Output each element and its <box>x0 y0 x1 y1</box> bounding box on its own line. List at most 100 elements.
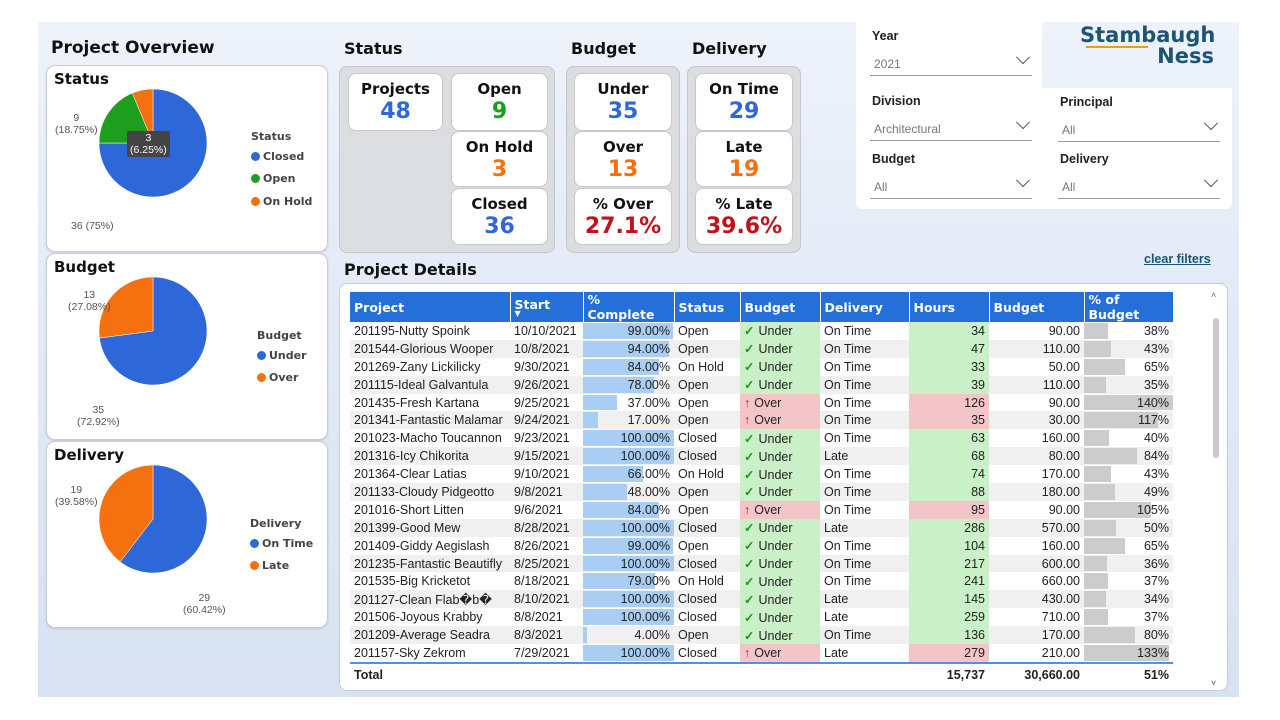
table-row[interactable]: 201316-Icy Chikorita 9/15/2021 100.00% Clos… <box>350 447 1173 466</box>
cell-budget-amount: 90.00 <box>1048 323 1080 338</box>
legend-under[interactable]: Under <box>257 349 307 362</box>
cell-budget-status: ↑ Over <box>740 644 820 663</box>
principal-dropdown[interactable]: All <box>1058 116 1220 142</box>
table-row[interactable]: 201157-Sky Zekrom 7/29/2021 100.00% Closed ↑… <box>350 644 1173 663</box>
legend-on-time[interactable]: On Time <box>250 537 313 550</box>
table-row[interactable]: 201341-Fantastic Malamar 9/24/2021 17.00% O… <box>350 411 1173 430</box>
year-filter-label: Year <box>872 29 899 43</box>
cell-budget-amount: 660.00 <box>1041 574 1080 589</box>
budget-filter-label: Budget <box>872 152 916 166</box>
cell-start: 9/10/2021 <box>514 467 570 482</box>
col-delivery[interactable]: Delivery <box>820 292 910 322</box>
cell-start: 8/10/2021 <box>510 590 583 609</box>
on-hold-label: On Hold <box>465 138 534 156</box>
pct-complete-bar <box>583 340 669 357</box>
legend-on-hold[interactable]: On Hold <box>251 195 312 208</box>
table-row[interactable]: 201235-Fantastic Beautifly 8/25/2021 100.0… <box>350 554 1173 573</box>
on-hold-card: On Hold 3 <box>451 131 548 187</box>
table-row[interactable]: 201535-Big Kricketot 8/18/2021 79.00% On Ho… <box>350 572 1173 591</box>
table-row[interactable]: 201195-Nutty Spoink 10/10/2021 99.00% Open ✓… <box>350 322 1173 340</box>
col-status[interactable]: Status <box>674 292 741 322</box>
division-dropdown[interactable]: Architectural <box>870 115 1032 141</box>
pie-slice-on-time[interactable] <box>119 464 208 574</box>
table-row[interactable]: 201127-Clean Flab�b� 8/10/2021 100.00% Clos… <box>350 590 1173 609</box>
col-project[interactable]: Project <box>350 292 511 322</box>
check-icon: ✓ <box>744 628 755 643</box>
cell-pct-of-budget: 37% <box>1084 608 1173 626</box>
pie-slice-open[interactable] <box>98 92 154 144</box>
cell-budget-status: ↑ Over <box>740 411 820 430</box>
cell-delivery: On Time <box>820 375 909 394</box>
cell-budget-amount: 30.00 <box>989 411 1084 430</box>
col-hours[interactable]: Hours <box>909 292 990 322</box>
cell-start: 8/25/2021 <box>510 554 583 573</box>
pie-slice-late[interactable] <box>98 464 154 563</box>
pct-of-budget-bar <box>1084 376 1107 393</box>
pct-of-budget-bar <box>1084 412 1159 429</box>
pct-complete-bar <box>583 448 674 465</box>
table-row[interactable]: 201435-Fresh Kartana 9/25/2021 37.00% Open ↑… <box>350 393 1173 412</box>
cell-start: 9/15/2021 <box>510 447 583 466</box>
table-row[interactable]: 201209-Average Seadra 8/3/2021 4.00% Open ✓ U… <box>350 626 1173 645</box>
open-value: 9 <box>491 99 508 124</box>
scroll-thumb[interactable] <box>1213 318 1219 458</box>
scroll-up-icon[interactable]: ˄ <box>1211 290 1217 300</box>
principal-filter-label: Principal <box>1060 95 1113 109</box>
cell-delivery: On Time <box>824 538 872 553</box>
table-row[interactable]: 201133-Cloudy Pidgeotto 9/8/2021 48.00% Ope… <box>350 483 1173 501</box>
cell-budget-amount: 110.00 <box>989 375 1084 394</box>
cell-project: 201364-Clear Latias <box>354 467 467 482</box>
cell-pct-of-budget: 105% <box>1084 501 1173 519</box>
cell-start: 10/10/2021 <box>514 323 577 338</box>
table-row[interactable]: 201544-Glorious Wooper 10/8/2021 94.00% Ope… <box>350 339 1173 358</box>
pct-of-budget-bar <box>1084 555 1107 572</box>
col-pct-complete[interactable]: % Complete <box>583 292 675 322</box>
legend-late[interactable]: Late <box>250 559 289 572</box>
cell-status: Closed <box>678 431 717 446</box>
cell-pct-complete: 100.00% <box>583 447 674 466</box>
table-row[interactable]: 201023-Macho Toucannon 9/23/2021 100.00% Cl… <box>350 429 1173 448</box>
pct-of-budget-bar <box>1084 609 1108 626</box>
pct-of-budget-bar <box>1084 448 1138 465</box>
table-row[interactable]: 201399-Good Mew 8/28/2021 100.00% Closed ✓ Un… <box>350 518 1173 537</box>
chevron-down-icon <box>1203 173 1219 188</box>
legend-over[interactable]: Over <box>257 371 298 384</box>
pie-slice-on-hold[interactable] <box>132 88 154 144</box>
pct-complete-bar <box>583 412 599 429</box>
col-budget-status[interactable]: Budget <box>740 292 821 322</box>
col-start[interactable]: Start ▼ <box>510 292 584 322</box>
table-scrollbar[interactable]: ˄ ˅ <box>1211 290 1221 688</box>
table-row[interactable]: 201115-Ideal Galvantula 9/26/2021 78.00% Op… <box>350 375 1173 394</box>
legend-open[interactable]: Open <box>251 172 296 185</box>
pie-slice-over[interactable] <box>98 276 154 339</box>
cell-project: 201209-Average Seadra <box>350 626 510 645</box>
table-row[interactable]: 201506-Joyous Krabby 8/8/2021 100.00% Close… <box>350 608 1173 627</box>
year-dropdown[interactable]: 2021 <box>870 50 1032 76</box>
budget-dropdown[interactable]: All <box>870 173 1032 199</box>
cell-hours: 47 <box>909 339 989 358</box>
legend-closed[interactable]: Closed <box>251 150 304 163</box>
cell-budget-status: ↑ Over <box>740 500 820 519</box>
table-header-row: Project Start ▼ % Complete Status Budget … <box>350 292 1174 322</box>
delivery-dropdown[interactable]: All <box>1058 173 1220 199</box>
cell-hours: 33 <box>909 357 989 376</box>
delivery-pie-chart <box>98 464 208 574</box>
closed-label: Closed <box>471 195 528 213</box>
table-row[interactable]: 201016-Short Litten 9/6/2021 84.00% Open ↑ Ov… <box>350 500 1173 519</box>
clear-filters-link[interactable]: clear filters <box>1144 252 1211 266</box>
pct-of-budget-bar <box>1084 466 1112 483</box>
check-icon: ✓ <box>744 342 755 357</box>
cell-status: Closed <box>678 610 717 625</box>
cell-status: On Hold <box>678 574 724 589</box>
table-row[interactable]: 201269-Zany Lickilicky 9/30/2021 84.00% On … <box>350 357 1173 376</box>
pct-over-value: 27.1% <box>584 214 662 239</box>
table-row[interactable]: 201364-Clear Latias 9/10/2021 66.00% On Hol… <box>350 465 1173 484</box>
table-row[interactable]: 201409-Giddy Aegislash 8/26/2021 99.00% Ope… <box>350 536 1173 555</box>
pct-over-card: % Over 27.1% <box>574 188 672 245</box>
total-pct-of-budget: 51% <box>1084 661 1173 686</box>
year-filter-panel <box>856 22 1042 88</box>
on-time-card: On Time 29 <box>695 73 793 131</box>
col-budget-amount[interactable]: Budget <box>989 292 1085 322</box>
scroll-down-icon[interactable]: ˅ <box>1211 678 1217 688</box>
col-pct-of-budget[interactable]: % of Budget <box>1084 292 1174 322</box>
